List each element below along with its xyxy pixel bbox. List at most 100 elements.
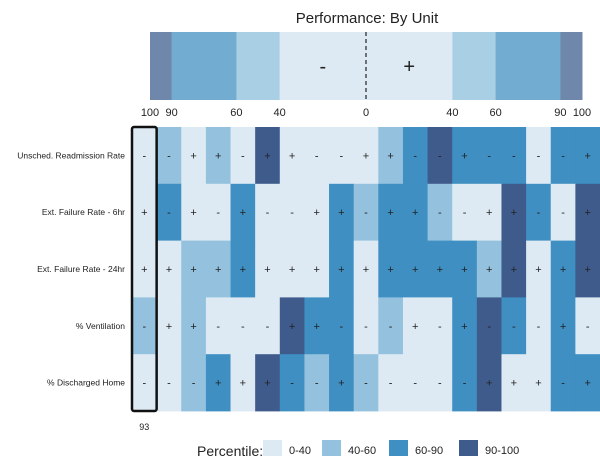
- cell-sign: +: [363, 150, 369, 162]
- heatmap-cell: [476, 183, 502, 241]
- cell-sign: +: [190, 264, 196, 276]
- heatmap-cell: [575, 240, 600, 298]
- heatmap-cell: [156, 127, 182, 185]
- heatmap-cell: [230, 297, 256, 355]
- heatmap-cell: [205, 297, 231, 355]
- cell-sign: -: [586, 321, 590, 333]
- cell-sign: +: [511, 378, 517, 390]
- heatmap-cell: [353, 297, 379, 355]
- heatmap-cell: [304, 354, 330, 412]
- row-label-3: % Ventilation: [76, 321, 125, 331]
- heatmap-cell: [181, 240, 207, 298]
- scale-segment-7: [560, 32, 583, 100]
- heatmap-cell: [378, 127, 404, 185]
- cell-sign: -: [561, 378, 565, 390]
- cell-sign: -: [463, 207, 467, 219]
- legend: Percentile: 0-40 40-60 60-90 90-100: [197, 440, 519, 457]
- scale-segment-4: [366, 32, 453, 100]
- highlight-group: 93: [130, 125, 158, 432]
- cell-sign: -: [537, 321, 541, 333]
- cell-sign: +: [289, 321, 295, 333]
- cell-sign: -: [266, 207, 270, 219]
- cell-sign: +: [437, 264, 443, 276]
- scale-tick-label-2: 60: [230, 107, 242, 119]
- cell-sign: -: [389, 378, 393, 390]
- heatmap-cell: [526, 297, 552, 355]
- scale-plus-label: +: [403, 56, 415, 78]
- heatmap-cell: [132, 183, 158, 241]
- heatmap-cell: [329, 354, 355, 412]
- heatmap-cell: [427, 354, 453, 412]
- cell-sign: +: [190, 321, 196, 333]
- cell-sign: -: [413, 378, 417, 390]
- cell-sign: +: [264, 378, 270, 390]
- row-label-1: Ext. Failure Rate - 6hr: [42, 207, 125, 217]
- cell-sign: +: [584, 264, 590, 276]
- heatmap-cell: [575, 297, 600, 355]
- heatmap-cell: [255, 240, 281, 298]
- cell-sign: -: [438, 321, 442, 333]
- scale-segment-3: [279, 32, 367, 100]
- cell-sign: -: [340, 150, 344, 162]
- cell-sign: +: [461, 150, 467, 162]
- heatmap-cell: [181, 127, 207, 185]
- cell-sign: +: [215, 378, 221, 390]
- cell-sign: -: [512, 321, 516, 333]
- cell-sign: -: [142, 378, 146, 390]
- cell-sign: +: [412, 264, 418, 276]
- cell-sign: +: [190, 150, 196, 162]
- cell-sign: -: [167, 150, 171, 162]
- heatmap-cell: [181, 297, 207, 355]
- cell-sign: -: [266, 321, 270, 333]
- heatmap-cell: [476, 297, 502, 355]
- cell-sign: +: [264, 150, 270, 162]
- heatmap-cell: [329, 297, 355, 355]
- cell-sign: +: [387, 150, 393, 162]
- heatmap-cell: [230, 354, 256, 412]
- heatmap-cell: [501, 297, 527, 355]
- heatmap-cell: [526, 127, 552, 185]
- heatmap-cell: [181, 354, 207, 412]
- heatmap-cell: [452, 297, 478, 355]
- heatmap-cell: [452, 240, 478, 298]
- legend-label-2: 60-90: [415, 445, 443, 457]
- heatmap-cell: [427, 297, 453, 355]
- scale-tick-label-5: 40: [446, 107, 458, 119]
- cell-sign: -: [167, 378, 171, 390]
- heatmap-cell: [353, 183, 379, 241]
- cell-sign: -: [290, 378, 294, 390]
- heatmap-cell: [279, 183, 305, 241]
- heatmap-cell: [550, 354, 576, 412]
- heatmap-cell: [156, 297, 182, 355]
- cell-sign: +: [338, 207, 344, 219]
- heatmap-cell: [255, 354, 281, 412]
- cell-sign: +: [240, 378, 246, 390]
- heatmap-cell: [304, 297, 330, 355]
- cell-sign: +: [461, 321, 467, 333]
- scale-segment-2: [236, 32, 281, 100]
- cell-sign: -: [512, 150, 516, 162]
- cell-sign: -: [216, 321, 220, 333]
- cell-sign: +: [215, 264, 221, 276]
- row-label-2: Ext. Failure Rate - 24hr: [37, 264, 125, 274]
- heatmap-cell: [205, 183, 231, 241]
- cell-sign: -: [340, 321, 344, 333]
- cell-sign: +: [584, 150, 590, 162]
- cell-sign: +: [387, 264, 393, 276]
- heatmap-cell: [132, 354, 158, 412]
- cell-sign: +: [314, 321, 320, 333]
- cell-sign: +: [387, 207, 393, 219]
- heatmap-cell: [132, 127, 158, 185]
- row-labels: Unsched. Readmission Rate Ext. Failure Ra…: [17, 150, 125, 387]
- scale-tick-label-1: 90: [165, 107, 177, 119]
- cell-sign: -: [167, 207, 171, 219]
- heatmap-cell: [402, 127, 428, 185]
- heatmap-cell: [501, 354, 527, 412]
- cell-sign: +: [289, 150, 295, 162]
- cell-sign: +: [338, 264, 344, 276]
- cell-sign: +: [338, 378, 344, 390]
- legend-label-1: 40-60: [348, 445, 376, 457]
- heatmap-cell: [427, 183, 453, 241]
- heatmap-cell: [255, 127, 281, 185]
